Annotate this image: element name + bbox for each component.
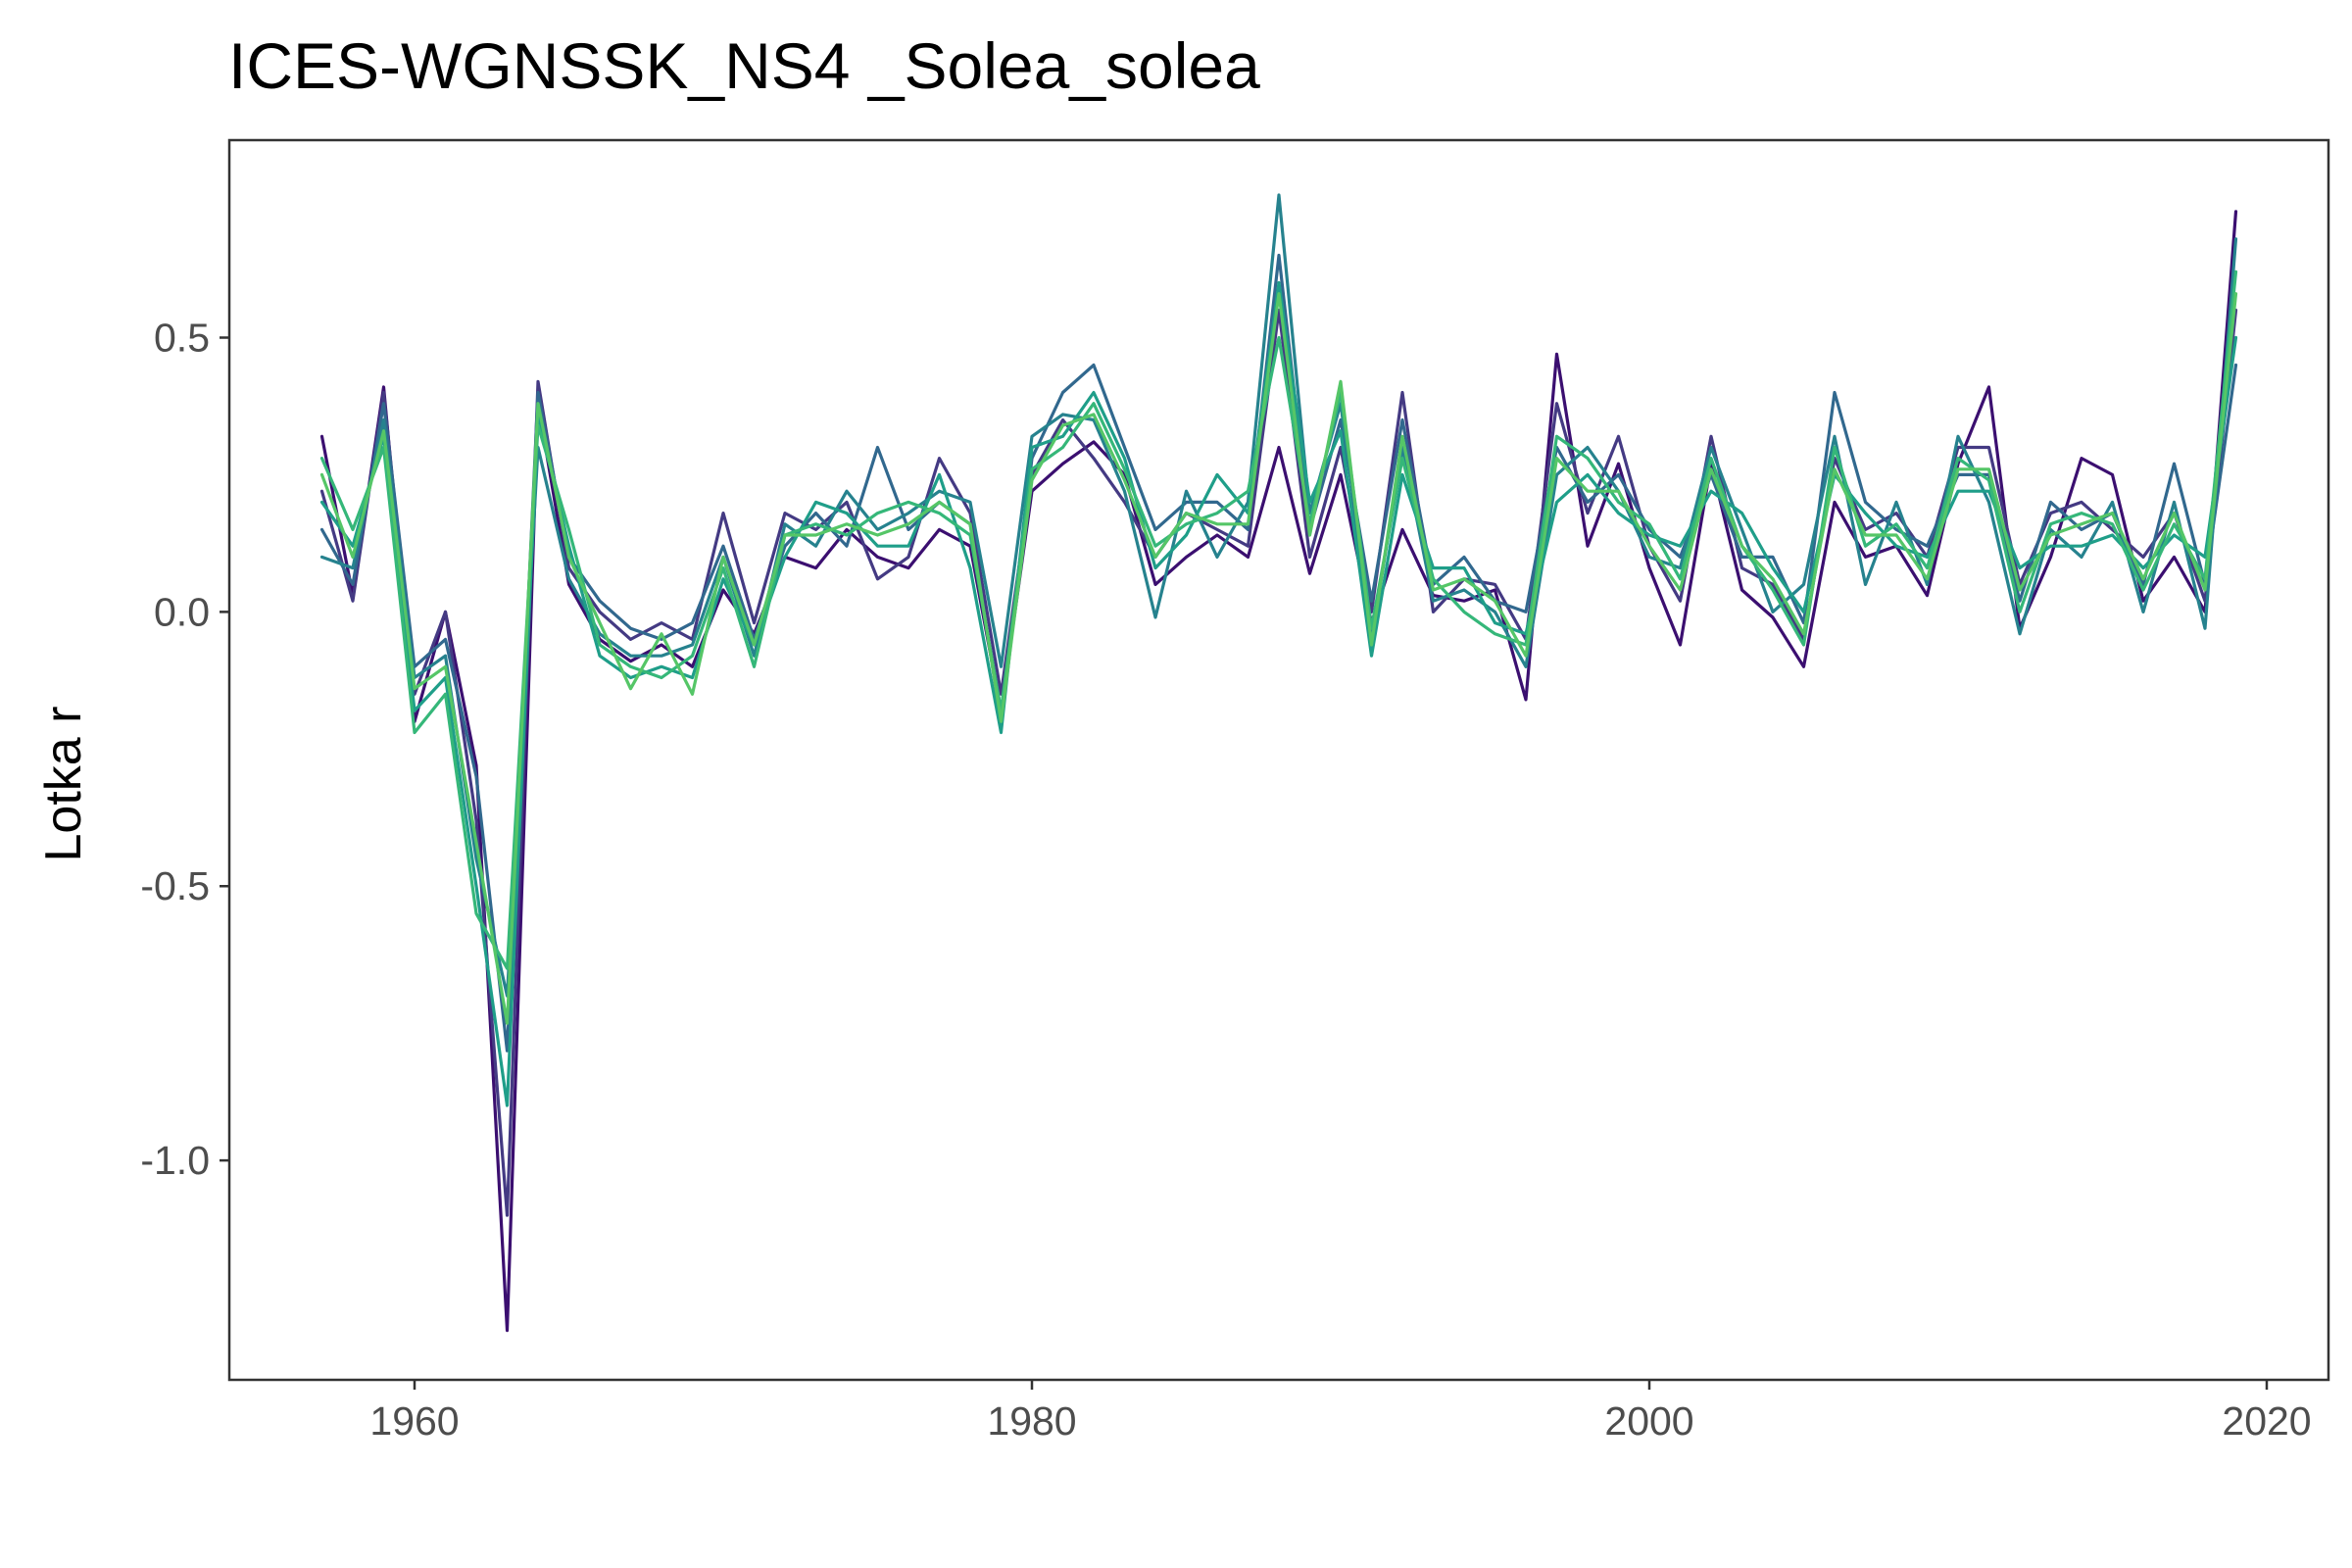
series-line (319, 280, 2238, 1107)
y-axis-label: Lotka r (35, 707, 92, 862)
series-line (319, 210, 2238, 1333)
x-tick-label: 2000 (1604, 1398, 1693, 1444)
y-axis: 0.5 0.0 -0.5 -1.0 (140, 316, 229, 1183)
chart-title: ICES-WGNSSK_NS4 _Solea_solea (228, 29, 1260, 102)
y-tick-label: 0.0 (154, 589, 210, 634)
series-line (319, 292, 2238, 1025)
y-tick-label: -1.0 (140, 1138, 210, 1183)
y-tick-label: 0.5 (154, 316, 210, 361)
x-tick-label: 1980 (987, 1398, 1076, 1444)
y-tick-label: -0.5 (140, 863, 210, 908)
series-group (319, 193, 2238, 1333)
x-tick-label: 1960 (369, 1398, 459, 1444)
series-line (319, 253, 2238, 1053)
x-axis: 1960 1980 2000 2020 (369, 1380, 2312, 1444)
x-tick-label: 2020 (2222, 1398, 2311, 1444)
series-line (319, 193, 2238, 998)
plot-panel-border (227, 138, 2330, 1382)
series-line (319, 308, 2238, 1217)
